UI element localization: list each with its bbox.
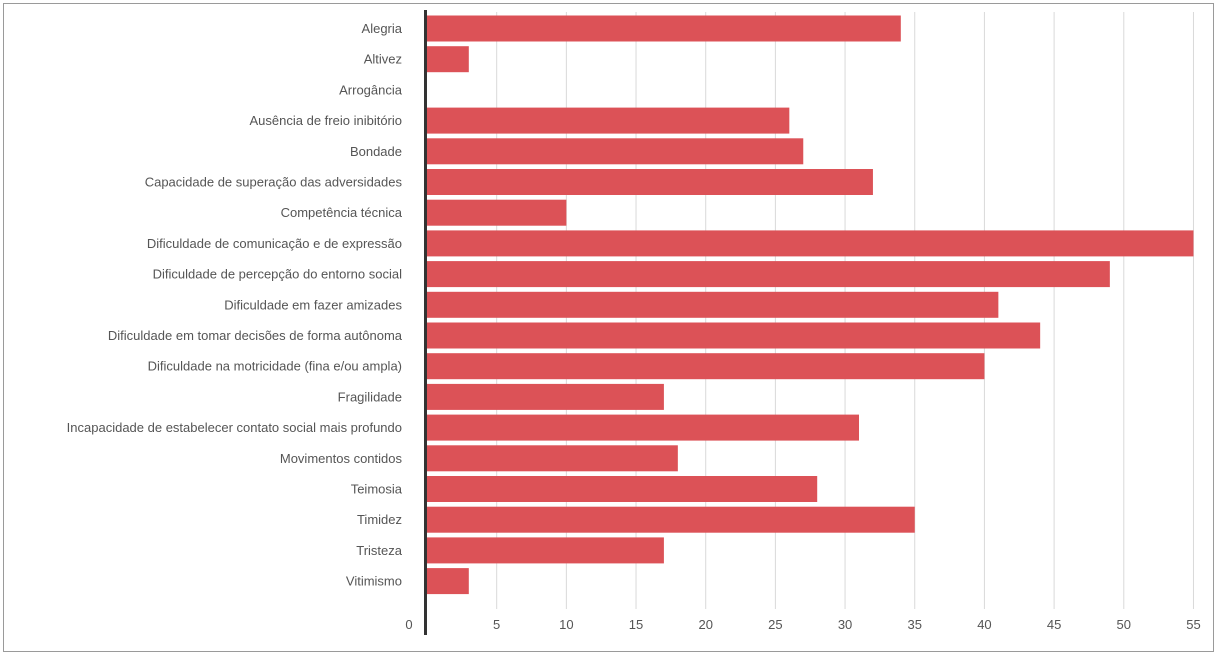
- x-tick-label: 45: [1047, 617, 1061, 632]
- x-tick-labels: 0 5 10 15 20 25 30 35 40 45 50 55: [405, 617, 1200, 632]
- category-label: Alegria: [362, 21, 403, 36]
- bars: [427, 15, 1194, 595]
- category-label: Incapacidade de estabelecer contato soci…: [67, 420, 402, 435]
- category-label: Vitimismo: [346, 574, 402, 589]
- bar: [427, 46, 469, 73]
- bar: [427, 322, 1041, 349]
- bar: [427, 230, 1194, 257]
- bar: [427, 353, 985, 380]
- category-label: Altivez: [364, 52, 402, 67]
- bar-chart: Alegria Altivez Arrogância Ausência de frei…: [67, 10, 1201, 635]
- category-label: Arrogância: [339, 82, 403, 97]
- x-tick-label: 5: [493, 617, 500, 632]
- x-tick-label: 20: [698, 617, 712, 632]
- x-tick-label: 30: [838, 617, 852, 632]
- category-label: Bondade: [350, 144, 402, 159]
- bar: [427, 138, 804, 165]
- category-label: Competência técnica: [281, 205, 403, 220]
- x-tick-label: 0: [405, 617, 412, 632]
- category-label: Teimosia: [351, 482, 403, 497]
- bar: [427, 476, 818, 502]
- bar: [427, 107, 790, 134]
- category-label: Tristeza: [356, 543, 403, 558]
- category-label: Dificuldade de percepção do entorno soci…: [153, 267, 402, 282]
- x-tick-label: 35: [908, 617, 922, 632]
- x-tick-label: 10: [559, 617, 573, 632]
- bar: [427, 199, 567, 226]
- bar: [427, 568, 469, 595]
- x-tick-label: 15: [629, 617, 643, 632]
- category-label: Capacidade de superação das adversidades: [145, 175, 403, 190]
- category-label: Dificuldade em fazer amizades: [224, 297, 402, 312]
- x-tick-label: 25: [768, 617, 782, 632]
- chart-frame: Alegria Altivez Arrogância Ausência de frei…: [3, 3, 1214, 652]
- bar: [427, 414, 860, 441]
- category-label: Timidez: [357, 512, 402, 527]
- bar: [427, 291, 999, 318]
- x-tick-label: 40: [977, 617, 991, 632]
- bar: [427, 445, 678, 472]
- bar: [427, 15, 901, 42]
- category-label: Ausência de freio inibitório: [250, 113, 402, 128]
- category-label: Dificuldade de comunicação e de expressã…: [147, 236, 402, 251]
- x-tick-label: 55: [1186, 617, 1200, 632]
- bar: [427, 169, 873, 195]
- category-label: Movimentos contidos: [280, 451, 403, 466]
- category-label: Dificuldade na motricidade (fina e/ou am…: [148, 359, 402, 374]
- bar: [427, 537, 664, 564]
- bar: [427, 261, 1110, 288]
- category-label: Fragilidade: [338, 389, 402, 404]
- bar: [427, 506, 915, 533]
- category-label: Dificuldade em tomar decisões de forma a…: [108, 328, 403, 343]
- category-labels: Alegria Altivez Arrogância Ausência de frei…: [67, 21, 403, 589]
- x-tick-label: 50: [1117, 617, 1131, 632]
- bar: [427, 383, 664, 410]
